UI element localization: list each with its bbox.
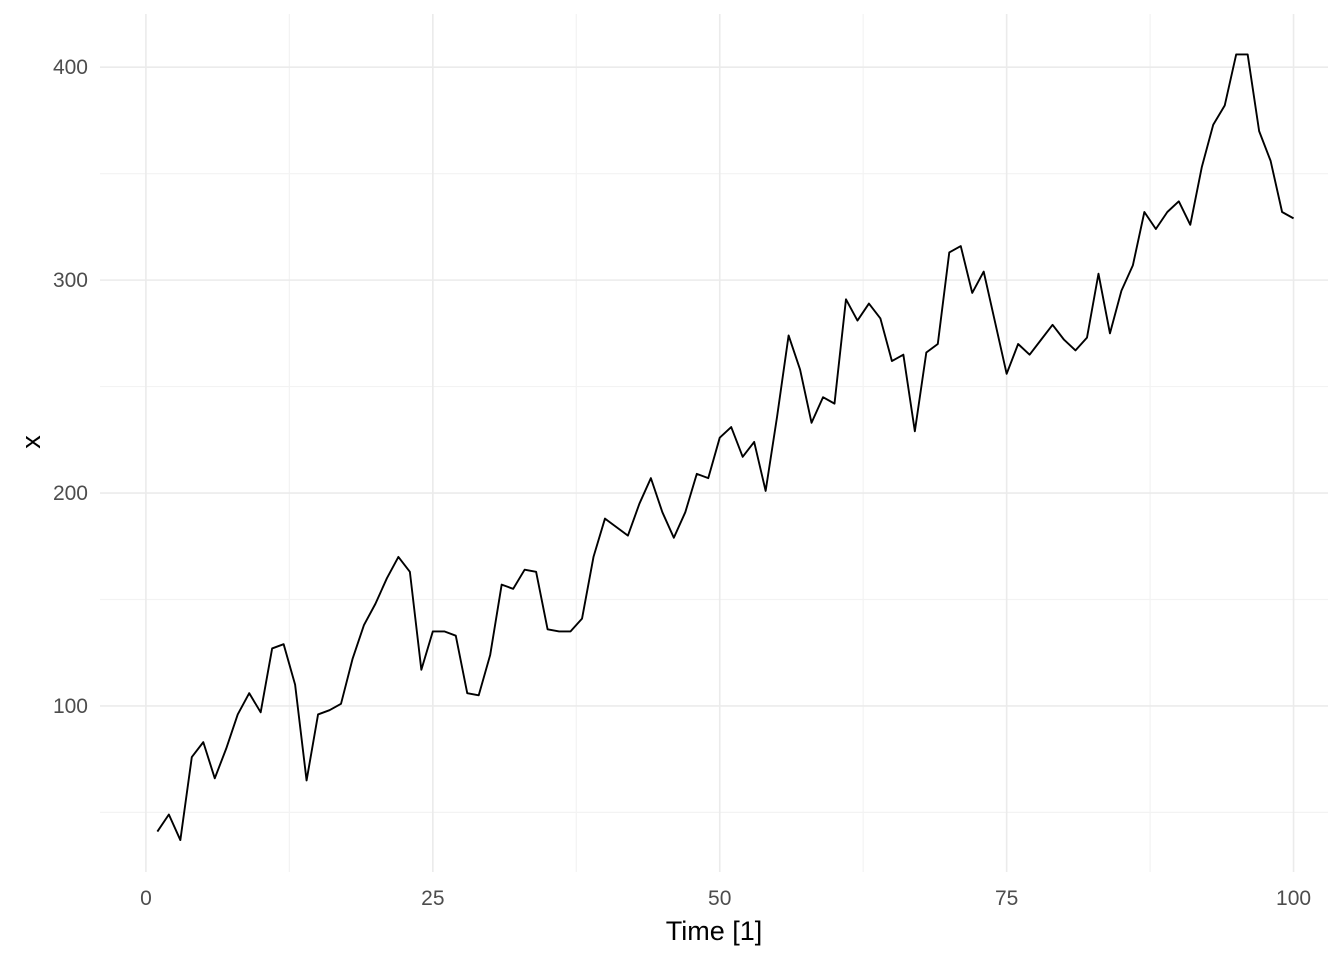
y-tick-label: 200 — [53, 482, 88, 505]
y-tick-label: 300 — [53, 269, 88, 292]
x-axis-title: Time [1] — [666, 916, 763, 946]
minor-gridlines — [100, 14, 1328, 872]
x-tick-label: 75 — [995, 887, 1018, 910]
y-tick-label: 100 — [53, 695, 88, 718]
x-tick-label: 25 — [421, 887, 444, 910]
series-line — [156, 53, 1295, 842]
x-tick-label: 0 — [140, 887, 152, 910]
y-axis-title: x — [16, 435, 46, 449]
x-axis-tick-labels: 0 25 50 75 100 — [140, 887, 1311, 910]
x-tick-label: 50 — [708, 887, 731, 910]
major-gridlines — [100, 14, 1328, 872]
y-tick-label: 400 — [53, 56, 88, 79]
x-tick-label: 100 — [1276, 887, 1311, 910]
y-axis-tick-labels: 100 200 300 400 — [53, 56, 88, 718]
